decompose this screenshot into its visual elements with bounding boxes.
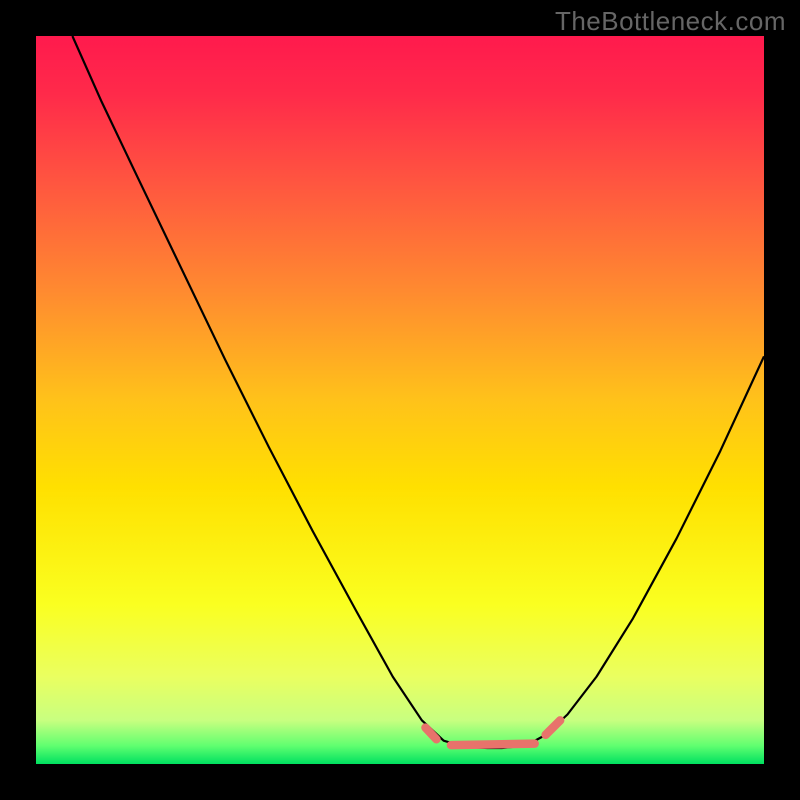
chart-canvas: TheBottleneck.com — [0, 0, 800, 800]
optimal-zone-marker-1 — [451, 744, 535, 745]
gradient-background — [36, 36, 764, 764]
bottleneck-curve-chart — [36, 36, 764, 764]
watermark-text: TheBottleneck.com — [555, 6, 786, 37]
plot-area — [36, 36, 764, 764]
